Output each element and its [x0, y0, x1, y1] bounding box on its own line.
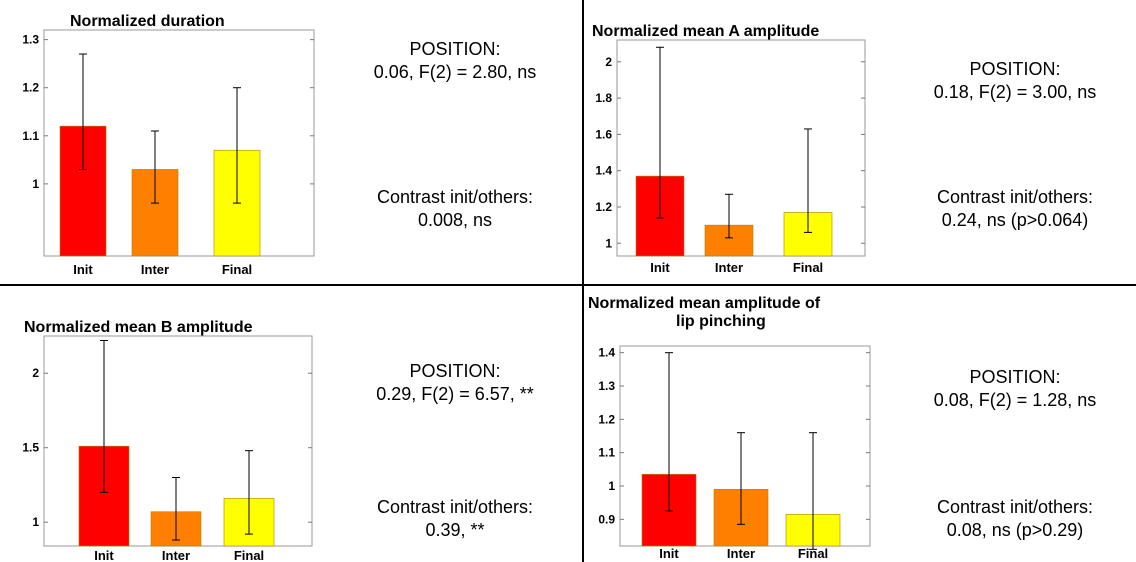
y-tick-label: 1 — [605, 236, 612, 250]
panel-2-position-stats: POSITION: 0.18, F(2) = 3.00, ns — [894, 58, 1136, 104]
chart-normalized-duration: Normalized duration 1 1.1 1.2 1.3 Init Inter Fi… — [22, 13, 315, 277]
contrast-value: 0.24, ns (p>0.064) — [941, 210, 1089, 230]
chart-normalized-mean-a-amplitude: Normalized mean A amplitude 1 1.2 1.4 1.6 1.8… — [592, 23, 866, 275]
position-label: POSITION: — [969, 367, 1061, 387]
position-value: 0.29, F(2) = 6.57, ** — [376, 384, 534, 404]
x-tick-label: Final — [798, 546, 828, 561]
contrast-value: 0.39, ** — [425, 520, 485, 540]
position-label: POSITION: — [409, 39, 501, 59]
y-tick-label: 2 — [605, 55, 612, 69]
vertical-divider — [582, 0, 584, 562]
y-tick-label: 1.1 — [22, 129, 39, 143]
panel-3-contrast-stats: Contrast init/others: 0.39, ** — [330, 496, 580, 542]
panel-2-contrast-stats: Contrast init/others: 0.24, ns (p>0.064) — [894, 186, 1136, 232]
position-label: POSITION: — [969, 59, 1061, 79]
contrast-label: Contrast init/others: — [376, 187, 534, 207]
panel-4-contrast-stats: Contrast init/others: 0.08, ns (p>0.29) — [894, 496, 1136, 542]
x-tick-label: Inter — [715, 260, 743, 275]
contrast-label: Contrast init/others: — [936, 497, 1094, 517]
panel-1-contrast-stats: Contrast init/others: 0.008, ns — [330, 186, 580, 232]
x-tick-label: Final — [222, 262, 252, 277]
chart-title: Normalized duration — [70, 13, 225, 30]
y-tick-label: 1.1 — [598, 446, 615, 460]
x-tick-label: Init — [650, 260, 670, 275]
y-tick-label: 1 — [608, 479, 615, 493]
y-tick-label: 1.3 — [22, 33, 39, 47]
x-tick-label: Final — [793, 260, 823, 275]
y-tick-label: 1.4 — [595, 164, 612, 178]
panel-4-position-stats: POSITION: 0.08, F(2) = 1.28, ns — [894, 366, 1136, 412]
position-value: 0.18, F(2) = 3.00, ns — [933, 82, 1097, 102]
contrast-value: 0.008, ns — [417, 210, 493, 230]
y-tick-label: 1.2 — [22, 81, 39, 95]
y-tick-label: 1 — [32, 177, 39, 191]
horizontal-divider — [0, 284, 1136, 286]
x-tick-label: Init — [94, 548, 114, 562]
y-tick-label: 1.2 — [595, 200, 612, 214]
x-tick-label: Final — [234, 548, 264, 562]
contrast-label: Contrast init/others: — [936, 187, 1094, 207]
chart-title: Normalized mean B amplitude — [24, 319, 253, 336]
position-label: POSITION: — [409, 361, 501, 381]
panel-3-position-stats: POSITION: 0.29, F(2) = 6.57, ** — [330, 360, 580, 406]
y-tick-label: 1.6 — [595, 127, 612, 141]
y-tick-label: 1 — [32, 515, 39, 529]
panel-1-position-stats: POSITION: 0.06, F(2) = 2.80, ns — [330, 38, 580, 84]
y-tick-label: 1.2 — [598, 412, 615, 426]
contrast-label: Contrast init/others: — [376, 497, 534, 517]
x-tick-label: Init — [659, 546, 679, 561]
position-value: 0.08, F(2) = 1.28, ns — [933, 390, 1097, 410]
x-tick-label: Inter — [162, 548, 190, 562]
x-tick-label: Init — [73, 262, 93, 277]
x-tick-label: Inter — [727, 546, 755, 561]
chart-normalized-mean-b-amplitude: Normalized mean B amplitude 1 1.5 2 Init Inte… — [22, 319, 313, 562]
y-tick-label: 1.4 — [598, 346, 615, 360]
y-tick-label: 1.3 — [598, 379, 615, 393]
contrast-value: 0.08, ns (p>0.29) — [946, 520, 1084, 540]
chart-title: lip pinching — [676, 313, 766, 330]
position-value: 0.06, F(2) = 2.80, ns — [373, 62, 537, 82]
x-tick-label: Inter — [141, 262, 169, 277]
y-tick-label: 0.9 — [598, 512, 615, 526]
chart-title: Normalized mean A amplitude — [592, 23, 819, 40]
y-tick-label: 1.5 — [22, 441, 39, 455]
y-tick-label: 2 — [32, 366, 39, 380]
chart-title: Normalized mean amplitude of — [588, 295, 821, 312]
y-tick-label: 1.8 — [595, 91, 612, 105]
